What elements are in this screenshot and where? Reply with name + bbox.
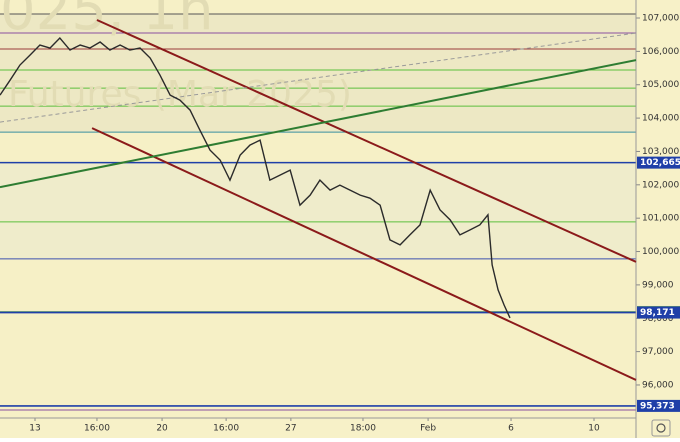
- y-tick-label: 104,000: [642, 114, 679, 124]
- y-tick-label: 96,000: [642, 380, 674, 390]
- x-tick-label: 13: [29, 424, 40, 434]
- watermark: 025, 1h: [0, 0, 214, 43]
- x-tick-label: Feb: [420, 424, 436, 434]
- y-tick-label: 103,000: [642, 147, 679, 157]
- trend-line: [0, 59, 637, 189]
- band: [0, 14, 636, 132]
- x-tick-label: 20: [156, 424, 168, 434]
- y-axis-background: [636, 0, 680, 438]
- y-tick-label: 100,000: [642, 247, 679, 257]
- settings-icon[interactable]: [651, 419, 671, 437]
- y-tick-label: 99,000: [642, 280, 674, 290]
- price-tag-label: 98,171: [640, 308, 675, 318]
- y-tick-label: 107,000: [642, 14, 679, 24]
- price-tag: [637, 399, 680, 412]
- y-tick-label: 101,000: [642, 214, 679, 224]
- band: [0, 163, 636, 259]
- x-axis-background: [0, 418, 636, 438]
- trend-line: [96, 19, 637, 263]
- price-tag-label: 102,665: [640, 158, 680, 168]
- y-tick-label: 97,000: [642, 347, 674, 357]
- y-tick-label: 102,000: [642, 180, 679, 190]
- x-tick-label: 16:00: [213, 424, 239, 434]
- grid: [0, 13, 636, 411]
- x-tick-label: 27: [285, 424, 296, 434]
- x-tick-label: 10: [588, 424, 600, 434]
- price-tag-label: 95,373: [640, 401, 675, 411]
- price-tag: [637, 306, 680, 319]
- y-tick-label: 105,000: [642, 80, 679, 90]
- x-tick-label: 18:00: [350, 424, 376, 434]
- price-tag: [637, 156, 680, 169]
- trend-line: [91, 127, 637, 381]
- price-line: [0, 36, 511, 319]
- trend-line: [0, 32, 637, 123]
- y-tick-label: 106,000: [642, 47, 679, 57]
- x-tick-label: 16:00: [84, 424, 110, 434]
- x-tick-label: 6: [508, 424, 514, 434]
- y-tick-label: 98,000: [642, 314, 674, 324]
